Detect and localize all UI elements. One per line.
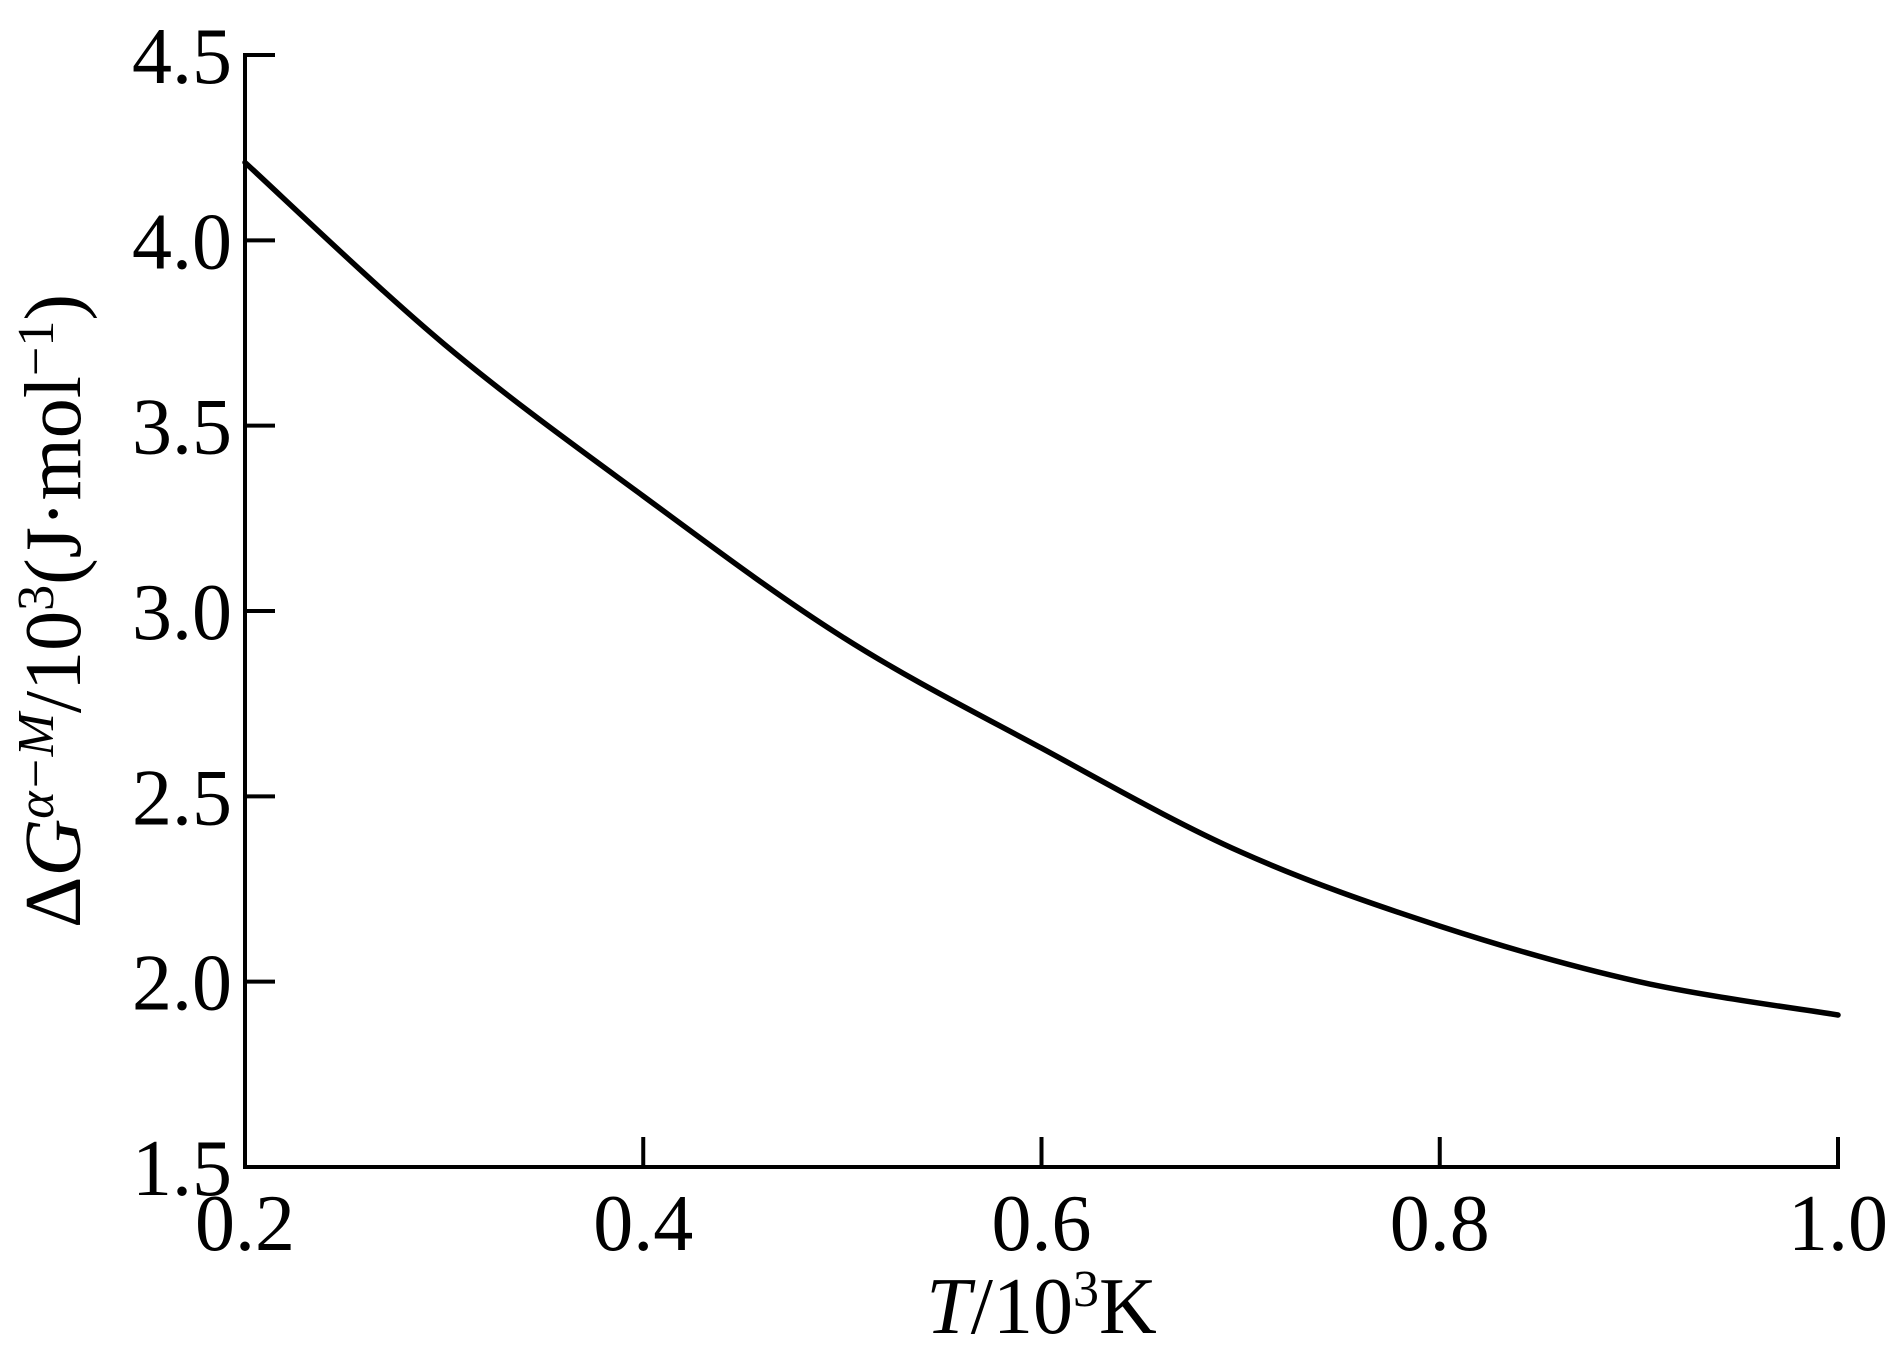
labels-group: 1.5 2.0 2.5 3.0 3.5 4.0 4.5 0.2 0.4 0.6 0.8 1.0 T/10… bbox=[8, 13, 1886, 1351]
y-axis-label: ΔGα−M/103(J·mol−1) bbox=[8, 294, 98, 928]
y-tick-label: 4.0 bbox=[132, 198, 232, 286]
y-tick-label: 2.0 bbox=[132, 940, 232, 1028]
x-tick-label: 0.8 bbox=[1390, 1180, 1490, 1268]
data-curve bbox=[242, 159, 1841, 1018]
x-tick-label: 1.0 bbox=[1788, 1180, 1886, 1268]
axes-spines bbox=[243, 53, 1840, 1169]
curve-group bbox=[242, 159, 1841, 1018]
x-tick-label: 0.2 bbox=[195, 1180, 295, 1268]
y-tick-label: 3.5 bbox=[132, 384, 232, 472]
axes-group bbox=[243, 53, 1840, 1169]
x-axis-label: T/103K bbox=[926, 1261, 1157, 1351]
y-tick-label: 3.0 bbox=[132, 569, 232, 657]
x-tick-label: 0.4 bbox=[593, 1180, 693, 1268]
x-tick-label: 0.6 bbox=[992, 1180, 1092, 1268]
y-tick-label: 1.5 bbox=[132, 1125, 232, 1213]
y-tick-label: 2.5 bbox=[132, 754, 232, 842]
y-tick-label: 4.5 bbox=[132, 13, 232, 101]
